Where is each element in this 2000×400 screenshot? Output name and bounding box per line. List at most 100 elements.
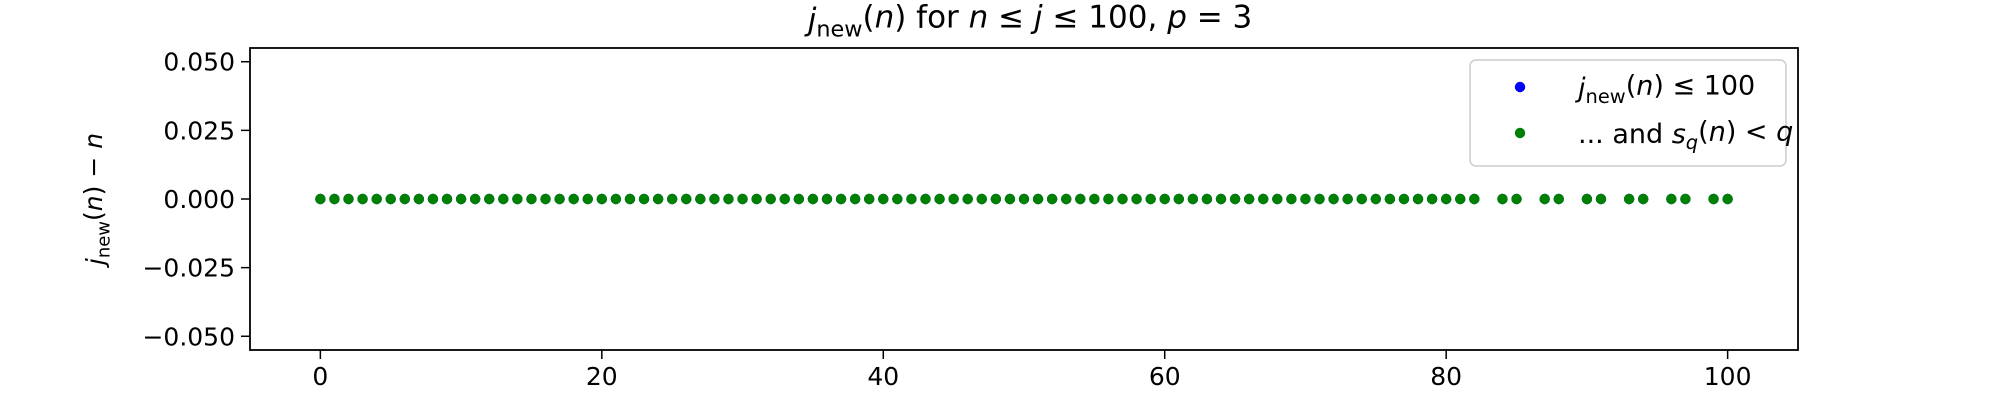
data-point — [1215, 193, 1227, 205]
data-point — [1440, 193, 1452, 205]
data-point — [1145, 193, 1156, 205]
legend-label-2-part-4: n — [1709, 117, 1726, 148]
data-point — [1623, 193, 1635, 205]
legend-label-1-part-2: ( — [1626, 71, 1637, 102]
data-point — [1258, 193, 1269, 205]
data-point — [821, 193, 833, 205]
data-point — [962, 193, 973, 205]
data-point — [1229, 193, 1241, 205]
y-axis-label-part-3: n — [79, 195, 108, 211]
data-point — [976, 193, 987, 205]
data-point — [1638, 193, 1649, 205]
chart-title-part-10: = 3 — [1187, 0, 1252, 35]
data-point — [441, 193, 453, 205]
legend-label-2-part-2: q — [1686, 131, 1698, 154]
y-tick-label: 0.025 — [163, 116, 235, 145]
data-point — [1314, 193, 1325, 205]
data-point — [934, 193, 945, 205]
y-tick-label: −0.050 — [142, 322, 235, 351]
chart-title-part-4: ) for — [894, 0, 968, 35]
chart-title-part-9: p — [1166, 0, 1187, 35]
data-point — [1117, 193, 1128, 205]
y-tick-label: −0.025 — [142, 254, 235, 283]
data-point — [371, 193, 382, 205]
data-point — [990, 193, 1002, 205]
chart-title-part-0: j — [804, 2, 817, 38]
chart-title-part-1: new — [816, 17, 862, 43]
data-point — [1089, 193, 1100, 205]
data-point — [835, 193, 847, 205]
points-layer — [315, 193, 1733, 205]
data-point — [920, 193, 931, 205]
data-point — [1539, 193, 1550, 205]
data-point — [1342, 193, 1353, 205]
data-point — [737, 193, 748, 205]
data-point — [864, 193, 875, 205]
data-point — [638, 193, 650, 205]
data-point — [568, 193, 579, 205]
chart-title-part-3: n — [875, 0, 895, 35]
data-point — [469, 193, 481, 205]
data-point — [610, 193, 622, 205]
legend: jnew(n) ≤ 100... and sq(n) < q — [1469, 59, 1793, 167]
data-point — [1370, 193, 1382, 205]
data-point — [1032, 193, 1044, 205]
x-tick-label: 40 — [867, 362, 899, 391]
data-point — [1328, 193, 1339, 205]
data-point — [1426, 193, 1438, 205]
data-point — [652, 193, 664, 205]
data-point — [723, 193, 734, 205]
data-point — [1187, 193, 1199, 205]
chart-title-part-6: ≤ — [988, 0, 1034, 35]
x-tick-label: 80 — [1430, 362, 1462, 391]
data-point — [596, 193, 608, 205]
data-point — [624, 193, 636, 205]
data-point — [1159, 193, 1170, 205]
data-point — [512, 193, 523, 205]
data-point — [793, 193, 805, 205]
data-point — [807, 193, 819, 205]
data-point — [1131, 193, 1142, 205]
x-tick-label: 0 — [312, 362, 328, 391]
legend-marker-2 — [1514, 127, 1526, 139]
data-point — [751, 193, 762, 205]
legend-label-1-part-4: ) ≤ 100 — [1653, 71, 1755, 102]
data-point — [878, 193, 889, 205]
data-point — [1455, 193, 1466, 205]
data-point — [357, 193, 368, 205]
data-point — [1272, 193, 1283, 205]
legend-label-2-part-0: ... and — [1578, 119, 1672, 150]
data-point — [455, 193, 467, 205]
y-axis: 0.050 0.025 0.000 −0.025 −0.050 — [142, 48, 250, 351]
data-point — [681, 193, 692, 205]
data-point — [1708, 193, 1719, 205]
data-point — [1173, 193, 1185, 205]
x-tick-label: 60 — [1149, 362, 1181, 391]
data-point — [1046, 193, 1058, 205]
data-point — [1666, 193, 1677, 205]
data-point — [1061, 193, 1072, 205]
data-point — [1201, 193, 1213, 205]
data-point — [765, 193, 776, 205]
data-point — [1722, 193, 1733, 205]
y-tick-label: 0.000 — [163, 185, 235, 214]
data-point — [1511, 193, 1522, 205]
data-point — [1412, 193, 1424, 205]
legend-label-2-part-6: q — [1776, 117, 1793, 148]
data-point — [399, 193, 410, 205]
data-point — [343, 193, 354, 205]
chart-title-part-7: j — [1030, 0, 1043, 35]
data-point — [1469, 193, 1480, 205]
data-point — [892, 193, 903, 205]
data-point — [1300, 193, 1311, 205]
data-point — [385, 193, 396, 205]
series-2-points — [315, 193, 1733, 205]
data-point — [329, 193, 340, 205]
data-point — [427, 193, 439, 205]
legend-label-2-part-5: ) < — [1726, 117, 1776, 148]
y-axis-label-part-0: j — [81, 258, 110, 268]
y-axis-label-part-2: ( — [79, 211, 108, 221]
chart-title: jnew(n) for n ≤ j ≤ 100, p = 3 — [804, 0, 1253, 43]
chart-title-part-8: ≤ 100, — [1043, 0, 1168, 35]
data-point — [1004, 193, 1016, 205]
